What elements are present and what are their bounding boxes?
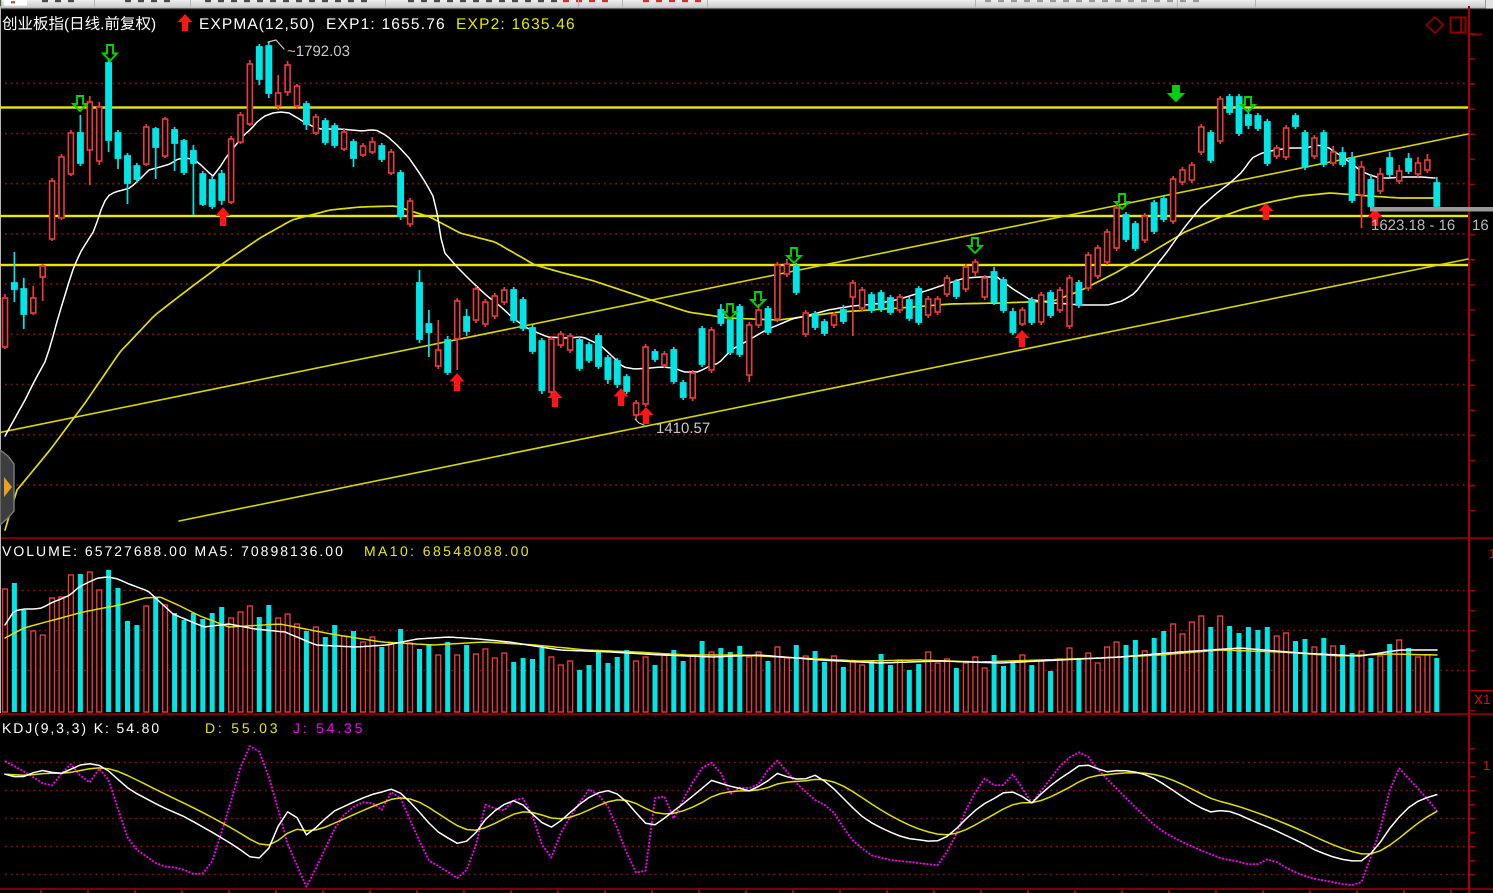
svg-text:1: 1 — [1483, 758, 1490, 773]
svg-text:D: 55.03: D: 55.03 — [205, 720, 280, 736]
svg-text:X1: X1 — [1474, 692, 1491, 707]
svg-text:1: 1 — [1489, 546, 1493, 561]
svg-text:创业板指(日线.前复权): 创业板指(日线.前复权) — [2, 15, 156, 33]
svg-text:EXP1: 1655.76: EXP1: 1655.76 — [326, 16, 446, 33]
svg-text:16: 16 — [1472, 217, 1489, 234]
svg-text:1623.18 - 16: 1623.18 - 16 — [1371, 217, 1455, 234]
svg-text:EXP2: 1635.46: EXP2: 1635.46 — [456, 16, 576, 33]
svg-text:MA10: 68548088.00: MA10: 68548088.00 — [364, 543, 531, 559]
svg-text:J: 54.35: J: 54.35 — [293, 720, 365, 736]
svg-text:1410.57: 1410.57 — [656, 420, 710, 437]
svg-text:KDJ(9,3,3) K: 54.80: KDJ(9,3,3) K: 54.80 — [2, 720, 161, 736]
svg-text:~1792.03: ~1792.03 — [287, 43, 350, 60]
svg-text:VOLUME: 65727688.00 MA5: 7089: VOLUME: 65727688.00 MA5: 70898136.00 — [2, 543, 345, 559]
svg-text:EXPMA(12,50): EXPMA(12,50) — [199, 16, 316, 33]
